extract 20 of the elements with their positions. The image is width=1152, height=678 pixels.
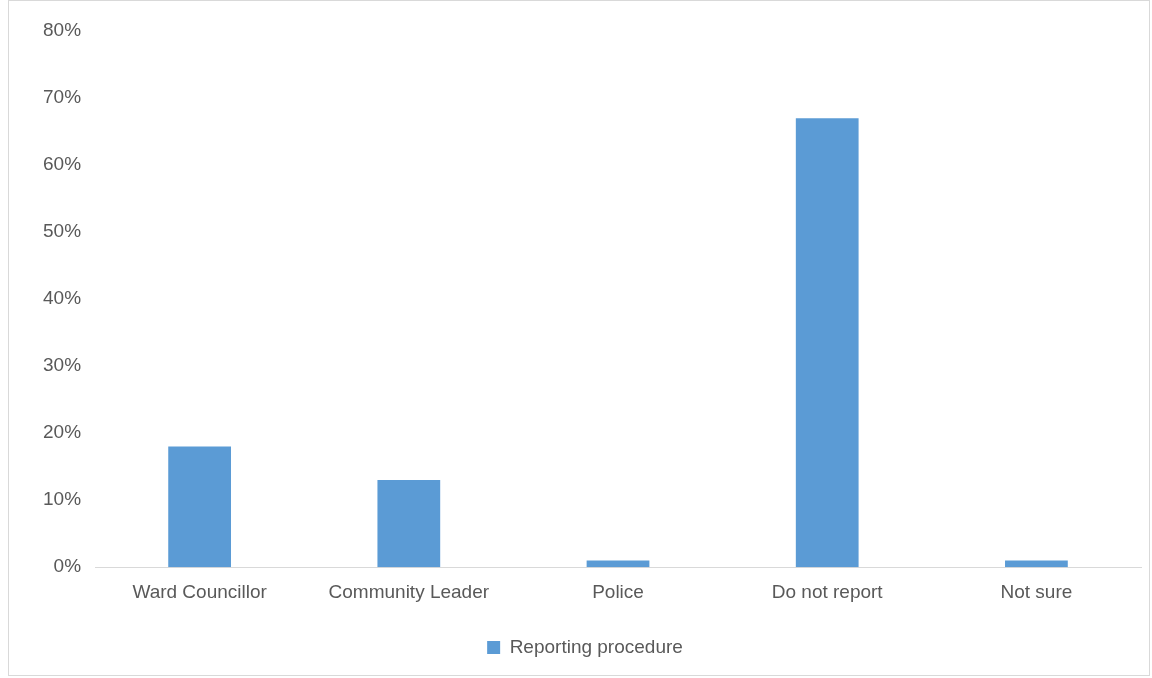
y-tick-label: 70% — [43, 86, 82, 108]
bar — [795, 118, 859, 568]
y-tick-label: 50% — [43, 220, 82, 242]
x-tick-label: Police — [592, 580, 644, 602]
x-tick-label: Not sure — [1000, 580, 1073, 602]
x-tick-label: Ward Councillor — [132, 580, 268, 602]
y-tick-label: 40% — [43, 287, 82, 309]
bar — [586, 560, 650, 568]
bar — [168, 446, 231, 568]
x-tick-label: Community Leader — [328, 580, 490, 602]
legend-label: Reporting procedure — [509, 635, 683, 657]
y-tick-label: 0% — [53, 555, 82, 577]
x-tick-label: Do not report — [771, 580, 884, 602]
y-tick-label: 30% — [43, 354, 82, 376]
bar — [377, 480, 441, 568]
y-tick-label: 20% — [43, 421, 82, 443]
y-tick-label: 10% — [43, 488, 82, 510]
y-tick-label: 80% — [43, 19, 82, 41]
y-tick-label: 60% — [43, 153, 82, 175]
bar — [1005, 560, 1068, 568]
